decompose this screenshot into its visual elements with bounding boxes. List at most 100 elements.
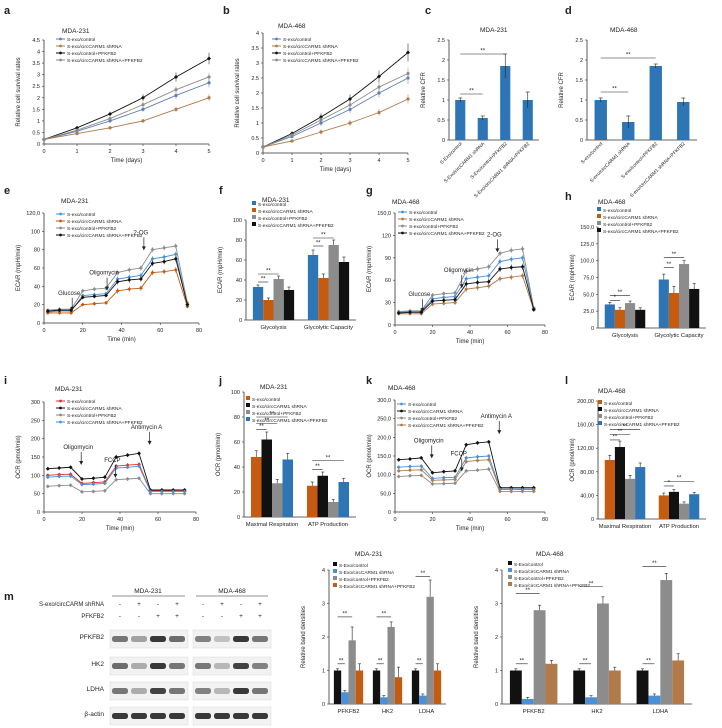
data-point xyxy=(475,285,480,290)
category-label: S-Exo/circCARM1 shRNA xyxy=(443,141,487,185)
legend-marker xyxy=(401,217,404,221)
annotation-arrowhead xyxy=(495,248,500,253)
y-tick-label: 200,0 xyxy=(377,435,391,441)
data-point xyxy=(486,279,491,284)
data-point xyxy=(486,467,491,472)
band xyxy=(131,688,147,694)
blot-membrane xyxy=(109,681,189,701)
data-point xyxy=(520,246,525,251)
x-axis-label: Time (days) xyxy=(320,167,351,173)
data-point xyxy=(108,126,112,130)
category-label: Glycolytic Capacity xyxy=(655,333,704,339)
y-tick-label: 250,0 xyxy=(377,417,391,423)
sig-label: ** xyxy=(382,611,387,617)
data-point xyxy=(498,267,502,271)
y-tick-label: 2.5 xyxy=(32,84,40,90)
y-tick-label: 0 xyxy=(442,138,445,144)
data-point xyxy=(115,270,120,275)
data-point xyxy=(430,482,435,486)
series-line xyxy=(47,258,188,312)
bar xyxy=(333,670,342,704)
x-tick-label: 1 xyxy=(75,149,78,155)
legend-label: S-exo/control+PFKFB2 xyxy=(604,415,654,421)
annotation-arrowhead xyxy=(497,430,502,435)
data-point xyxy=(125,453,130,458)
condition-sign: + xyxy=(137,601,141,608)
blot-membrane xyxy=(192,681,272,701)
band xyxy=(252,663,268,669)
legend-swatch xyxy=(333,576,337,580)
panel-e: 0 20 40 60 80 100 120,0 ECAR (mpH/min) MDA-231 e 0… xyxy=(4,185,202,343)
data-point xyxy=(45,309,50,314)
legend-label: S-exo/control xyxy=(409,210,437,216)
y-axis-label: OCR (pmol/min) xyxy=(16,435,22,478)
data-point xyxy=(125,477,130,481)
panel-k: 0 50,0 100,0 150,0 200,0 250,0 300,0 OCR (pmol/… xyxy=(366,375,548,532)
y-tick-label: 60 xyxy=(234,440,240,446)
band xyxy=(150,713,166,719)
legend-marker xyxy=(275,51,278,55)
y-tick-label: 20 xyxy=(234,490,240,496)
legend-label: S-exo/circCARM1 shRNA+PFKFB2 xyxy=(67,58,143,64)
series-line xyxy=(43,76,210,140)
data-point xyxy=(162,259,167,264)
data-point xyxy=(207,81,211,85)
y-tick-label: 150,0 xyxy=(580,225,594,231)
legend-swatch xyxy=(246,417,250,421)
legend-marker xyxy=(59,37,62,41)
data-point xyxy=(290,139,294,143)
data-point xyxy=(475,454,480,459)
panel-title: MDA-468 xyxy=(610,27,638,34)
y-tick-label: 60 xyxy=(236,258,242,264)
annotation-arrowhead xyxy=(105,286,110,291)
condition-sign: - xyxy=(157,601,159,608)
data-point xyxy=(91,476,96,481)
y-tick-label: 40 xyxy=(34,284,40,290)
y-axis-label: ECAR (mpH/min) xyxy=(367,246,373,292)
y-tick-label: 40 xyxy=(234,465,240,471)
sig-label: ** xyxy=(613,434,618,440)
data-point xyxy=(486,264,491,269)
data-point xyxy=(348,103,352,107)
bar xyxy=(328,502,339,517)
legend-label: S-exo/circCARM1 shRNA+PFKFB2 xyxy=(283,58,359,64)
data-point xyxy=(453,300,457,305)
sig-label: ** xyxy=(612,87,617,93)
legend-label: S-exo/control xyxy=(252,397,280,403)
bar xyxy=(411,670,420,704)
data-point xyxy=(141,107,145,111)
panel-f: 0 20 40 60 80 100 ECAR (mpH/min) MDA-231 f Glycol… xyxy=(218,185,356,331)
y-tick-label: 1.5 xyxy=(32,107,40,113)
annotation-arrowhead xyxy=(79,461,84,465)
data-point xyxy=(138,273,143,278)
y-tick-label: 1 xyxy=(580,98,583,104)
y-tick-label: 0.5 xyxy=(437,118,445,124)
legend-label: S-exo/circCARM1 shRNA xyxy=(408,409,463,415)
category-label: S-Exo/control xyxy=(439,141,464,166)
data-point xyxy=(92,287,97,292)
legend-label: S-Exo/circCARM1 shRNA xyxy=(514,569,570,575)
legend-swatch xyxy=(508,582,512,586)
data-point xyxy=(102,488,107,493)
bar xyxy=(433,670,442,704)
bar xyxy=(658,279,669,328)
blot-membrane xyxy=(109,706,189,726)
panel-d: 0 0.5 1 1.5 2 2.5 Relative CFR MDA-468 d S-exo/co… xyxy=(559,5,697,199)
y-tick-label: 75,0 xyxy=(583,276,594,282)
sig-label: ** xyxy=(618,429,623,435)
data-point xyxy=(45,466,50,471)
legend-label: S-exo/control xyxy=(283,37,311,43)
data-point xyxy=(475,440,480,445)
bar xyxy=(635,467,646,519)
panel-letter: d xyxy=(565,5,572,17)
data-point xyxy=(520,264,525,269)
legend-marker xyxy=(400,409,403,413)
sig-label: ** xyxy=(316,241,321,247)
band xyxy=(252,688,268,694)
band xyxy=(252,636,268,642)
data-point xyxy=(290,133,294,137)
data-point xyxy=(159,491,164,496)
y-tick-label: 2 xyxy=(37,96,40,102)
category-label: Glycolysis xyxy=(612,333,638,339)
band xyxy=(169,713,185,719)
